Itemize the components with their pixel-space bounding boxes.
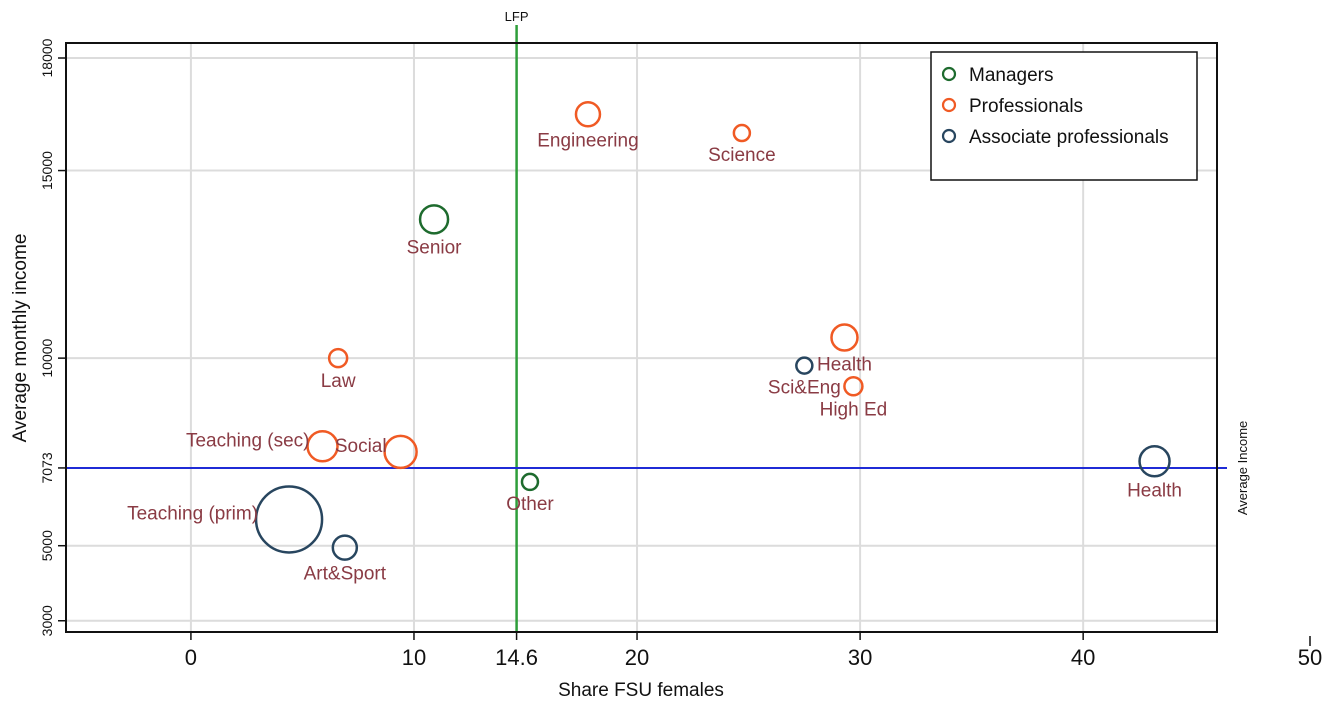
data-label: Health <box>817 355 872 376</box>
data-label: Art&Sport <box>304 564 387 585</box>
data-label: Science <box>708 145 776 166</box>
data-point <box>843 376 864 397</box>
legend-marker <box>941 97 957 113</box>
x-tick-label: 0 <box>185 645 197 670</box>
plot-frame <box>65 42 1218 633</box>
data-point <box>520 472 540 492</box>
data-point <box>795 356 814 375</box>
data-point <box>254 485 324 554</box>
y-tick-label: 7073 <box>39 452 55 483</box>
data-points: Senior Other Engineering Science Law Health Hi… <box>127 101 1182 585</box>
x-tick-label: 20 <box>625 645 649 670</box>
legend: Managers Professionals Associate professio… <box>930 51 1198 181</box>
data-point <box>732 123 752 143</box>
data-point <box>306 430 339 463</box>
data-point <box>1138 445 1171 478</box>
data-label: High Ed <box>820 399 888 420</box>
data-label: Teaching (prim) <box>127 503 258 524</box>
data-label: Social <box>335 436 387 457</box>
axes: 0 10 14.6 20 30 40 50 3000 5000 7073 10000 15000 180… <box>39 38 1322 670</box>
legend-item: Professionals <box>969 96 1083 117</box>
legend-marker <box>941 128 957 144</box>
y-tick-label: 3000 <box>39 605 55 636</box>
x-tick-label: 14.6 <box>495 645 538 670</box>
lfp-label: LFP <box>505 9 529 24</box>
x-tick-label: 50 <box>1298 645 1322 670</box>
data-point <box>383 434 418 470</box>
data-point <box>830 323 859 352</box>
reference-lines: LFP Average Income <box>66 9 1250 632</box>
data-label: Sci&Eng <box>768 378 841 399</box>
data-label: Law <box>321 371 356 392</box>
legend-item: Associate professionals <box>969 127 1169 148</box>
data-label: Teaching (sec) <box>186 430 310 451</box>
data-point <box>418 204 450 235</box>
legend-marker <box>941 66 957 82</box>
data-point <box>574 101 602 128</box>
y-tick-label: 15000 <box>39 151 55 190</box>
data-label: Health <box>1127 480 1182 501</box>
x-tick-label: 30 <box>848 645 872 670</box>
legend-item: Managers <box>969 65 1054 86</box>
data-label: Engineering <box>537 130 638 151</box>
y-tick-label: 18000 <box>39 38 55 77</box>
y-tick-label: 5000 <box>39 530 55 561</box>
y-axis-title: Average monthly income <box>10 234 31 443</box>
x-tick-label: 40 <box>1071 645 1095 670</box>
data-label: Senior <box>407 237 463 258</box>
x-tick-label: 10 <box>402 645 426 670</box>
data-point <box>331 534 359 561</box>
y-tick-label: 10000 <box>39 338 55 377</box>
x-axis-title: Share FSU females <box>558 680 724 701</box>
average-income-label: Average Income <box>1235 421 1250 515</box>
legend-box <box>930 51 1198 181</box>
data-point <box>327 347 349 369</box>
data-label: Other <box>506 494 554 515</box>
